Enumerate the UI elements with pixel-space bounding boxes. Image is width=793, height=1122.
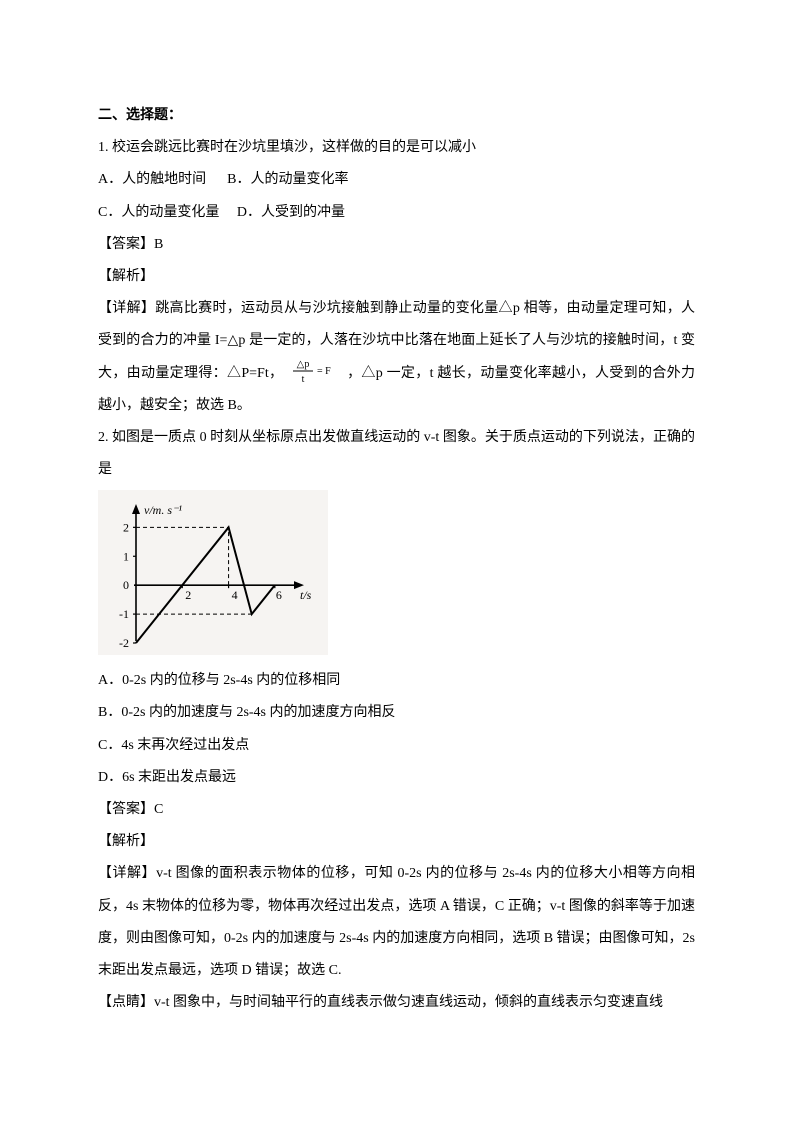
q2-option-b: B．0-2s 内的加速度与 2s-4s 内的加速度方向相反 [98, 697, 695, 729]
svg-text:-2: -2 [119, 636, 129, 650]
q1-option-c: C．人的动量变化量 [98, 205, 219, 220]
q1-options-row1: A．人的触地时间 B．人的动量变化率 [98, 164, 695, 196]
q1-analysis-label: 【解析】 [98, 261, 695, 293]
svg-text:△p: △p [297, 359, 310, 370]
q2-option-c: C．4s 末再次经过出发点 [98, 730, 695, 762]
svg-text:2: 2 [123, 521, 129, 535]
q1-option-d: D．人受到的冲量 [237, 205, 345, 220]
q2-analysis-label: 【解析】 [98, 826, 695, 858]
q1-answer: 【答案】B [98, 229, 695, 261]
fraction-dp-over-t: △p t = F [291, 356, 339, 386]
svg-text:= F: = F [317, 366, 331, 377]
svg-text:4: 4 [232, 588, 238, 602]
q1-detail: 【详解】跳高比赛时，运动员从与沙坑接触到静止动量的变化量△p 相等，由动量定理可… [98, 293, 695, 422]
q2-stem: 2. 如图是一质点 0 时刻从坐标原点出发做直线运动的 v-t 图象。关于质点运… [98, 422, 695, 486]
svg-text:0: 0 [123, 578, 129, 592]
svg-text:2: 2 [185, 588, 191, 602]
q2-note: 【点睛】v-t 图象中，与时间轴平行的直线表示做匀速直线运动，倾斜的直线表示匀变… [98, 987, 695, 1019]
q2-option-a: A．0-2s 内的位移与 2s-4s 内的位移相同 [98, 665, 695, 697]
q1-options-row2: C．人的动量变化量 D．人受到的冲量 [98, 197, 695, 229]
svg-text:v/m. s⁻¹: v/m. s⁻¹ [144, 503, 182, 517]
q1-option-a: A．人的触地时间 [98, 172, 206, 187]
q2-detail: 【详解】v-t 图像的面积表示物体的位移，可知 0-2s 内的位移与 2s-4s… [98, 858, 695, 987]
q1-option-b: B．人的动量变化率 [227, 172, 348, 187]
section-heading: 二、选择题： [98, 100, 695, 132]
q1-stem: 1. 校运会跳远比赛时在沙坑里填沙，这样做的目的是可以减小 [98, 132, 695, 164]
q2-answer: 【答案】C [98, 794, 695, 826]
worksheet-page: 二、选择题： 1. 校运会跳远比赛时在沙坑里填沙，这样做的目的是可以减小 A．人… [0, 0, 793, 1122]
q2-option-d: D．6s 末距出发点最远 [98, 762, 695, 794]
svg-text:6: 6 [276, 588, 282, 602]
vt-graph: -2 -1 0 1 2 2 4 6 v/m. s⁻¹ t/s [98, 490, 695, 655]
svg-text:t: t [302, 374, 305, 385]
svg-text:1: 1 [123, 550, 129, 564]
svg-text:t/s: t/s [300, 588, 312, 602]
svg-text:-1: -1 [119, 607, 129, 621]
